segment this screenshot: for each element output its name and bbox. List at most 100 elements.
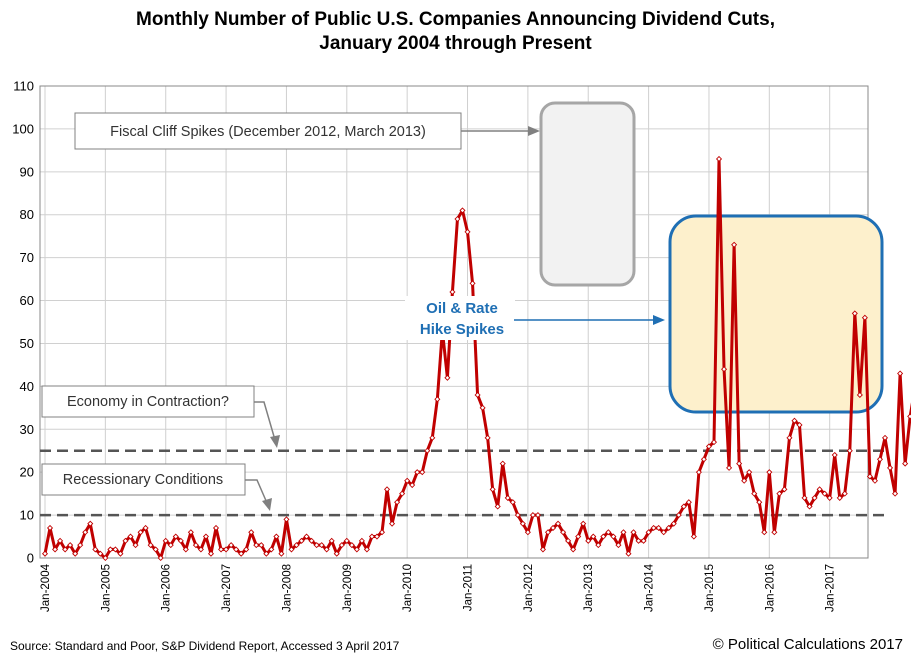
data-point <box>549 524 557 532</box>
data-point <box>610 533 617 540</box>
data-point <box>343 537 350 544</box>
data-point <box>489 486 496 493</box>
data-point <box>464 228 471 235</box>
data-point <box>253 542 260 549</box>
recession-label-box <box>41 463 246 496</box>
data-point <box>736 460 743 467</box>
data-point <box>645 529 652 536</box>
copyright-note: © Political Calculations 2017 <box>712 636 903 653</box>
data-point <box>590 533 597 540</box>
data-point <box>499 460 506 467</box>
fiscal-cliff-box <box>539 101 636 287</box>
data-point <box>122 537 129 544</box>
data-point <box>233 546 240 553</box>
chart-title: Monthly Number of Public U.S. Companies … <box>0 8 911 56</box>
data-point <box>791 417 798 424</box>
data-point <box>575 533 582 540</box>
data-point <box>796 421 803 429</box>
data-point <box>570 546 577 553</box>
data-point <box>72 550 79 557</box>
data-point <box>539 546 547 553</box>
recession-annotation: Recessionary Conditions <box>41 463 272 511</box>
data-point <box>288 546 295 553</box>
data-point <box>308 537 315 544</box>
data-point <box>283 516 290 523</box>
data-point <box>715 155 723 162</box>
data-point <box>67 542 74 549</box>
contraction-label-box <box>41 385 255 418</box>
data-point <box>625 550 632 557</box>
data-point <box>57 537 64 544</box>
data-point <box>132 542 139 549</box>
data-point <box>866 473 873 480</box>
data-point <box>434 396 441 403</box>
data-point <box>907 413 911 420</box>
data-point <box>529 512 536 519</box>
data-point <box>474 391 481 398</box>
data-point <box>680 503 687 510</box>
data-point <box>731 241 738 248</box>
data-point <box>212 524 220 532</box>
data-point <box>479 404 486 411</box>
source-note: Source: Standard and Poor, S&P Dividend … <box>10 639 400 653</box>
chart-title-line2: January 2004 through Present <box>319 33 592 54</box>
y-tick-label: 0 <box>27 551 34 566</box>
y-tick-label: 40 <box>20 379 34 394</box>
y-tick-label: 70 <box>20 250 34 265</box>
data-point <box>399 490 406 497</box>
data-point <box>182 546 189 553</box>
data-point <box>444 374 451 381</box>
fiscal-cliff-label: Fiscal Cliff Spikes (December 2012, Marc… <box>110 124 426 140</box>
x-tick-label: Jan-2006 <box>161 564 173 612</box>
x-tick-label: Jan-2015 <box>704 564 716 612</box>
data-point <box>117 550 124 557</box>
data-point <box>751 490 758 497</box>
y-tick-label: 100 <box>12 121 34 136</box>
data-point <box>514 512 521 519</box>
x-tick-label: Jan-2005 <box>100 564 112 612</box>
data-point <box>484 434 491 441</box>
data-point <box>248 529 255 536</box>
data-point <box>414 469 421 476</box>
data-point <box>534 512 541 519</box>
oil-rate-annotation: Oil & Rate Hike Spikes <box>405 296 665 340</box>
y-tick-label: 20 <box>20 465 34 480</box>
data-point <box>544 529 552 536</box>
y-tick-label: 80 <box>20 207 34 222</box>
data-point <box>881 434 889 441</box>
y-tick-label: 60 <box>20 293 34 308</box>
data-point <box>841 490 848 497</box>
data-point <box>358 537 365 544</box>
data-point <box>127 533 134 540</box>
data-point <box>635 537 642 544</box>
data-point <box>373 533 381 540</box>
data-point <box>102 554 109 562</box>
contraction-annotation: Economy in Contraction? <box>41 385 280 448</box>
data-point <box>504 494 511 501</box>
data-point <box>202 533 209 540</box>
data-point <box>454 215 461 223</box>
data-point <box>338 542 345 549</box>
data-point <box>600 533 607 540</box>
data-point <box>509 499 516 506</box>
data-point <box>721 366 728 373</box>
data-point <box>298 537 305 544</box>
data-point <box>761 529 768 536</box>
data-point <box>268 546 275 553</box>
data-point <box>902 460 909 467</box>
data-point <box>368 533 375 540</box>
data-point <box>524 529 531 536</box>
fiscal-cliff-arrowhead <box>528 126 540 136</box>
data-point <box>162 537 169 544</box>
x-tick-label: Jan-2013 <box>583 564 595 612</box>
data-point <box>897 370 904 377</box>
data-point <box>258 542 265 549</box>
data-point <box>384 486 391 493</box>
data-point <box>620 529 627 536</box>
data-point <box>223 546 230 553</box>
data-point <box>580 520 587 527</box>
recession-arrow <box>245 479 268 504</box>
data-point <box>494 503 501 510</box>
data-point <box>776 490 783 497</box>
data-point <box>771 529 778 536</box>
